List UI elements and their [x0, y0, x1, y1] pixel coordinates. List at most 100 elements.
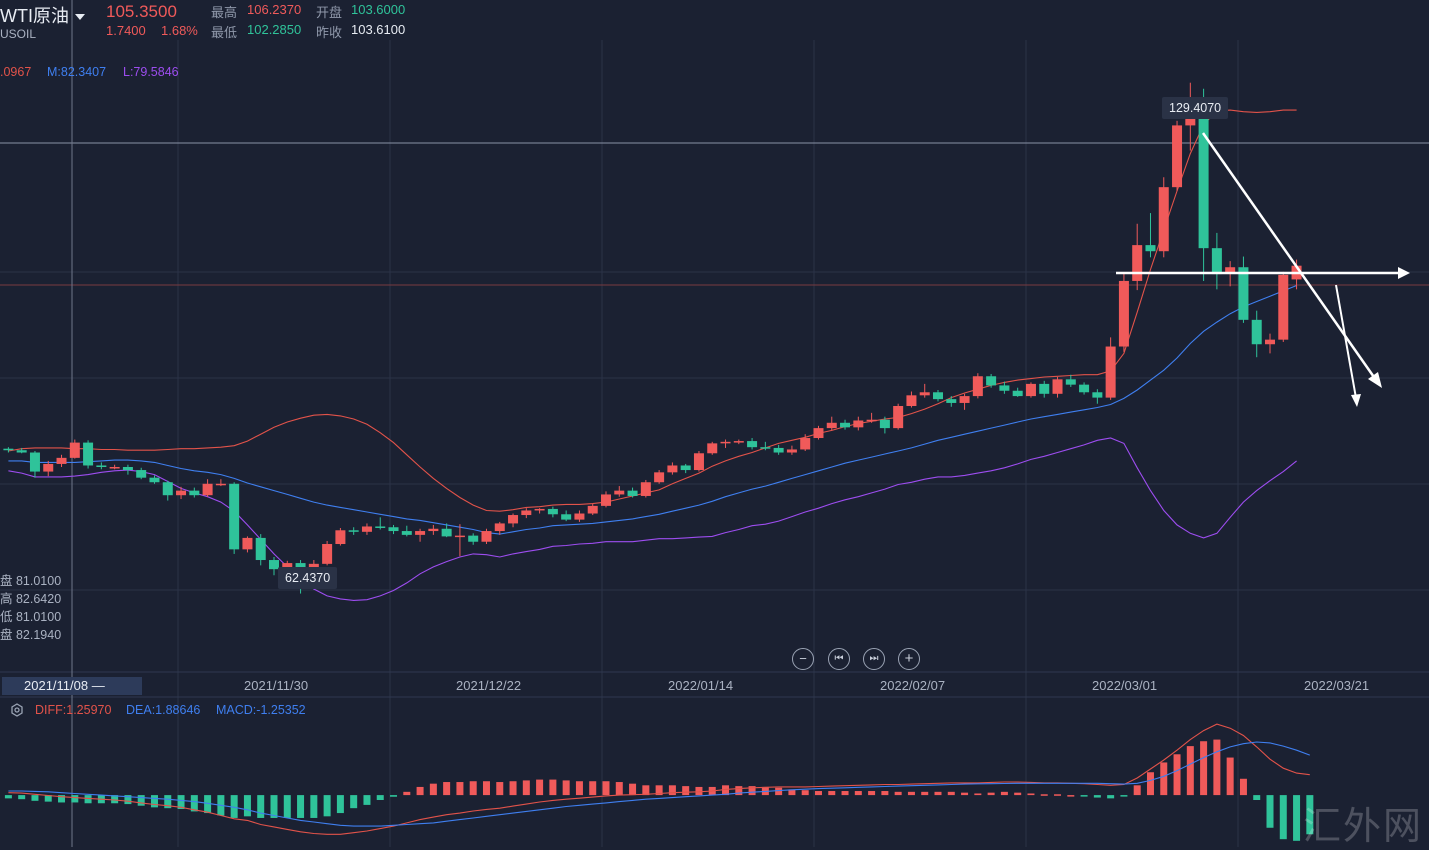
candle-body: [109, 467, 120, 469]
macd-hist-bar: [336, 795, 344, 814]
macd-hist-bar: [283, 795, 291, 818]
macd-hist-bar: [270, 795, 278, 818]
macd-hist-bar: [1160, 762, 1168, 796]
zoom-out-button[interactable]: −: [792, 648, 814, 670]
zoom-in-button[interactable]: +: [898, 648, 920, 670]
macd-hist-bar: [695, 786, 703, 796]
candle-body: [1238, 267, 1249, 320]
macd-hist-bar: [429, 783, 437, 796]
candle-body: [136, 470, 147, 478]
scroll-end-button[interactable]: ⏭: [863, 648, 885, 670]
candle-body: [654, 472, 665, 483]
candle-body: [149, 477, 160, 483]
macd-hist-bar: [323, 795, 331, 817]
macd-hist-bar: [642, 785, 650, 796]
gear-icon[interactable]: [10, 703, 24, 717]
last-price: 105.3500: [106, 2, 177, 21]
macd-hist-bar: [536, 779, 544, 796]
macd-hist-bar: [1279, 795, 1287, 840]
macd-hist-bar: [1200, 741, 1208, 796]
candle-body: [521, 510, 532, 516]
macd-hist-bar: [84, 795, 92, 804]
macd-hist-bar: [947, 791, 955, 796]
candle-body: [308, 563, 319, 570]
macd-hist-bar: [1226, 757, 1234, 796]
candle-body: [760, 447, 771, 449]
macd-hist-bar: [1054, 794, 1062, 796]
candle-body: [1025, 383, 1036, 397]
candle-body: [1278, 274, 1289, 340]
macd-hist-bar: [814, 791, 822, 796]
macd-hist-bar: [894, 791, 902, 796]
candle-body: [255, 537, 266, 561]
candle-body: [534, 508, 545, 511]
candle-body: [348, 530, 359, 532]
candle-body: [693, 453, 704, 471]
macd-hist-bar: [1266, 795, 1274, 828]
side-open: 盘 81.0100: [0, 574, 62, 588]
macd-hist-bar: [1293, 795, 1301, 841]
candle-body: [893, 406, 904, 429]
candle-body: [96, 465, 107, 467]
candle-body: [733, 441, 744, 443]
candle-body: [614, 490, 625, 495]
candle-body: [747, 441, 758, 448]
prev-close-label: 昨收: [316, 25, 343, 40]
boll-upper-line: [8, 109, 1297, 512]
candle-body: [468, 535, 479, 542]
x-axis-label: 2022/03/21: [1304, 678, 1370, 693]
macd-dea-line: [8, 741, 1310, 827]
candle-body: [215, 483, 226, 486]
open-value: 103.6000: [351, 2, 406, 17]
candle-body: [388, 527, 399, 532]
candle-body: [162, 482, 173, 496]
candle-body: [1039, 383, 1050, 394]
candle-body: [574, 513, 585, 520]
chevron-down-icon[interactable]: [75, 14, 85, 21]
scroll-start-button[interactable]: ⏮: [828, 648, 850, 670]
candle-body: [866, 419, 877, 422]
macd-diff-value: DIFF:1.25970: [35, 703, 112, 717]
x-axis-label: 2022/01/14: [668, 678, 734, 693]
candle-body: [441, 528, 452, 537]
annotation-arrowhead: [1368, 372, 1382, 388]
candle-body: [43, 463, 54, 472]
macd-hist-bar: [522, 780, 530, 796]
macd-hist-bar: [1146, 772, 1154, 796]
macd-hist-bar: [257, 795, 265, 818]
candle-body: [176, 490, 187, 496]
macd-hist-bar: [58, 795, 66, 803]
candle-body: [428, 528, 439, 532]
macd-hist-bar: [602, 781, 610, 796]
macd-hist-bar: [682, 786, 690, 796]
candle-body: [508, 515, 519, 524]
candle-body: [3, 448, 14, 451]
candle-body: [786, 449, 797, 453]
macd-hist-bar: [416, 786, 424, 796]
candle-body: [627, 490, 638, 496]
candle-body: [561, 514, 572, 520]
macd-hist-bar: [615, 782, 623, 796]
macd-hist-bar: [111, 795, 119, 804]
candle-body: [335, 530, 346, 545]
high-label: 最高: [211, 5, 238, 20]
candle-body: [1158, 187, 1169, 252]
x-axis-label: 2022/03/01: [1092, 678, 1158, 693]
candle-body: [1251, 319, 1262, 345]
macd-hist-bar: [907, 791, 915, 796]
candle-body: [999, 385, 1010, 391]
candle-body: [986, 376, 997, 386]
candle-body: [229, 483, 240, 550]
symbol-code: USOIL: [0, 27, 37, 41]
macd-hist-bar: [881, 791, 889, 796]
macd-hist-bar: [310, 795, 318, 818]
instrument-title[interactable]: WTI原油: [0, 2, 85, 28]
macd-hist-bar: [1040, 794, 1048, 796]
candle-body: [773, 447, 784, 453]
candle-body: [959, 396, 970, 403]
candle-body: [282, 563, 293, 570]
macd-hist-bar: [243, 795, 251, 817]
candle-body: [415, 531, 426, 535]
